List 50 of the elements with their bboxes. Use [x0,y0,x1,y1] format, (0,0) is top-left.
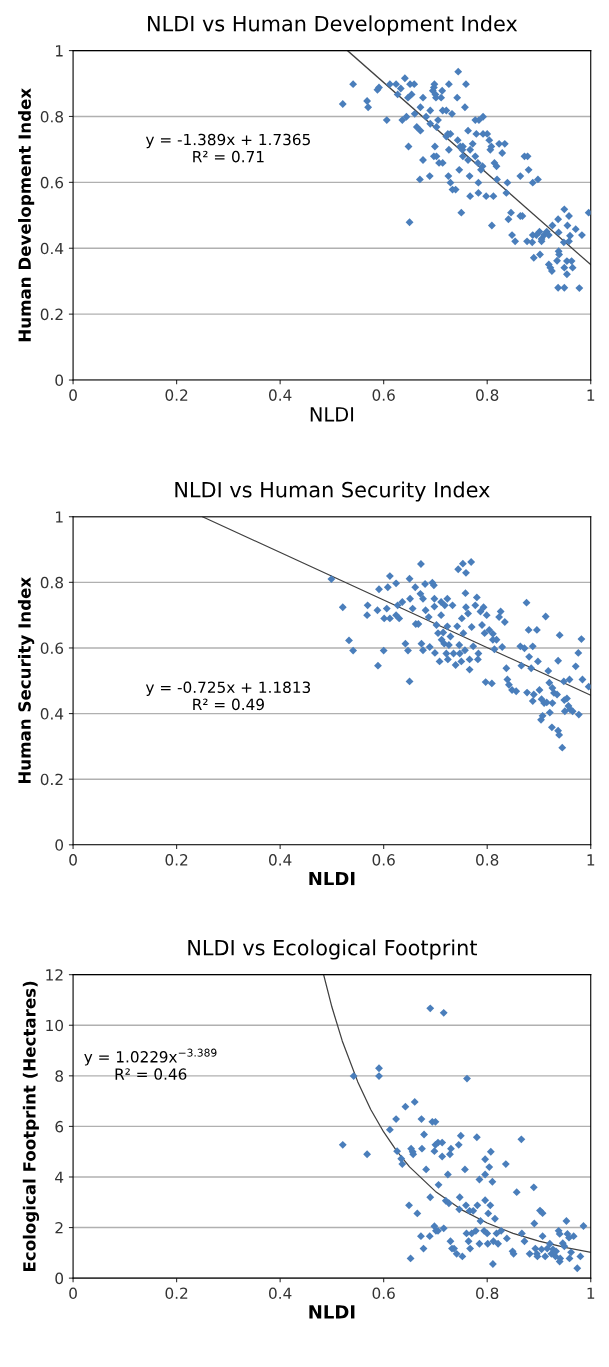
y-tick-label: 0.8 [40,110,64,123]
chart-title: NLDI vs Human Development Index [148,15,518,36]
x-tick-label: 0.4 [269,1287,292,1299]
x-tick-label: 0.2 [165,854,188,866]
x-tick-label: 0 [69,1287,77,1299]
y-tick-label: 8 [55,1070,64,1082]
y-tick-label: 4 [55,1171,64,1183]
x-axis-title: NLDI [310,407,354,422]
annotation: y = -1.389x + 1.7365 R² = 0.71 [145,133,310,163]
x-tick-label: 0.8 [476,1287,499,1299]
y-tick-label: 0.6 [40,642,64,654]
x-tick-label: 0.8 [476,854,499,866]
y-tick-label: 10 [46,1019,64,1032]
x-tick-label: 0.4 [269,389,292,401]
y-tick-label: 0.4 [40,708,64,720]
y-tick-label: 0 [55,839,64,851]
x-axis-title: NLDI [309,871,355,886]
chart-title: NLDI vs Ecological Footprint [188,939,477,960]
x-tick-label: 0.8 [476,389,499,401]
chart-title: NLDI vs Human Security Index [175,481,490,502]
x-axis-title: NLDI [309,1305,355,1319]
y-tick-label: 2 [55,1222,63,1234]
x-tick-label: 0.6 [372,854,395,866]
x-tick-label: 0.2 [165,389,188,401]
y-axis-title: Human Development Index [18,88,35,342]
y-tick-label: 1 [56,511,63,523]
y-tick-label: 6 [55,1120,64,1133]
annotation: y = 1.0229x$^{−3.389}$ R² = 0.46 [84,1048,217,1080]
x-tick-label: 0.2 [165,1287,188,1299]
x-tick-label: 0.6 [372,1287,395,1299]
y-tick-label: 0.8 [40,576,64,589]
y-tick-label: 0.4 [40,242,64,255]
x-tick-label: 0 [69,854,77,866]
x-tick-label: 0.4 [269,854,292,866]
x-tick-label: 0.6 [372,389,395,401]
x-tick-label: 1 [587,1287,595,1299]
line-series [322,974,591,1253]
y-axis-title: Human Security Index [17,577,35,784]
y-tick-label: 0 [55,374,64,387]
y-tick-label: 0.2 [40,308,63,321]
y-tick-label: 12 [46,969,63,981]
x-tick-label: 1 [587,854,595,866]
y-tick-label: 0.2 [40,773,63,786]
x-tick-label: 1 [587,389,595,401]
y-tick-label: 1 [56,45,63,57]
y-axis-title: Ecological Footprint (Hectares) [22,981,40,1272]
y-tick-label: 0.6 [40,176,64,189]
y-tick-label: 0 [55,1272,64,1285]
annotation: y = -0.725x + 1.1813 R² = 0.49 [145,681,311,711]
x-tick-label: 0 [69,389,77,401]
